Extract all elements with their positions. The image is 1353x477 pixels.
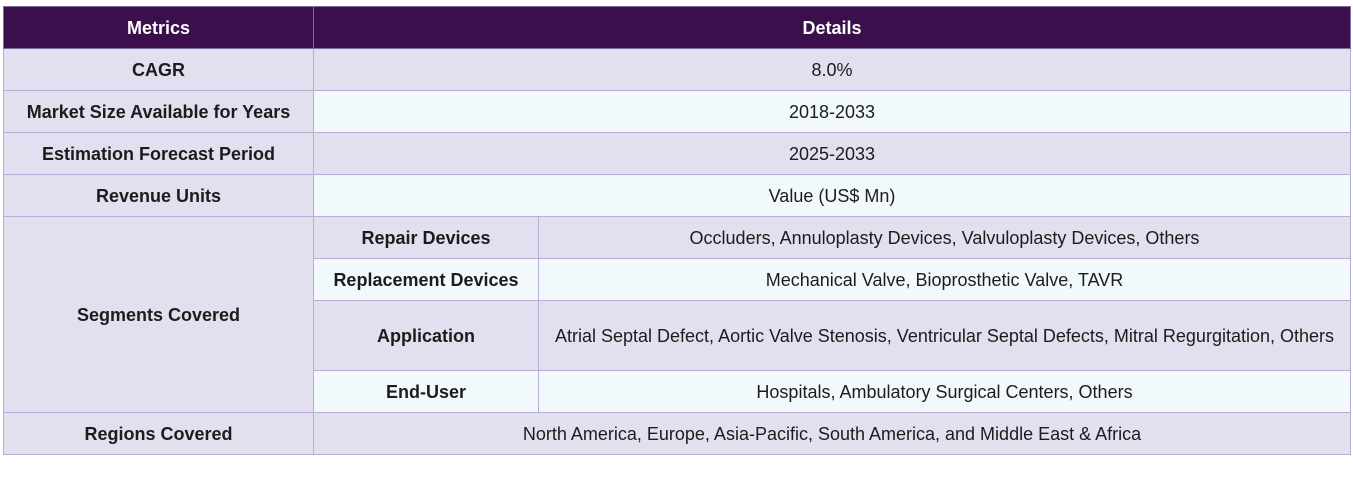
metric-value: 8.0% (313, 48, 1351, 91)
segment-name: Repair Devices (313, 216, 539, 259)
metric-label: CAGR (3, 48, 314, 91)
table-row-segment-application: Application Atrial Septal Defect, Aortic… (4, 300, 1351, 371)
table-header-row: Metrics Details (3, 6, 1351, 49)
regions-covered-value: North America, Europe, Asia-Pacific, Sou… (313, 412, 1351, 455)
segment-value: Occluders, Annuloplasty Devices, Valvulo… (538, 216, 1351, 259)
segments-covered-label: Segments Covered (3, 216, 314, 413)
header-metrics: Metrics (3, 6, 314, 49)
metric-value: 2018-2033 (313, 90, 1351, 133)
table-row-forecast-period: Estimation Forecast Period 2025-2033 (3, 132, 1351, 175)
segment-name: Application (313, 300, 539, 371)
header-details: Details (313, 6, 1351, 49)
table-row-cagr: CAGR 8.0% (3, 48, 1351, 91)
metric-label: Estimation Forecast Period (3, 132, 314, 175)
segment-value: Hospitals, Ambulatory Surgical Centers, … (538, 370, 1351, 413)
regions-covered-label: Regions Covered (3, 412, 314, 455)
report-scope-table: Metrics Details CAGR 8.0% Market Size Av… (3, 6, 1351, 455)
table-row-segment-replacement: Replacement Devices Mechanical Valve, Bi… (4, 258, 1351, 301)
metric-label: Revenue Units (3, 174, 314, 217)
segment-value: Atrial Septal Defect, Aortic Valve Steno… (538, 300, 1351, 371)
segment-name: End-User (313, 370, 539, 413)
metric-value: Value (US$ Mn) (313, 174, 1351, 217)
table-row-segment-repair: Segments Covered Repair Devices Occluder… (3, 216, 1351, 413)
table-row-revenue-units: Revenue Units Value (US$ Mn) (3, 174, 1351, 217)
table-row-market-size: Market Size Available for Years 2018-203… (3, 90, 1351, 133)
table-row-regions: Regions Covered North America, Europe, A… (3, 412, 1351, 455)
segment-name: Replacement Devices (313, 258, 539, 301)
metric-value: 2025-2033 (313, 132, 1351, 175)
metric-label: Market Size Available for Years (3, 90, 314, 133)
segment-value: Mechanical Valve, Bioprosthetic Valve, T… (538, 258, 1351, 301)
table-row-segment-end-user: End-User Hospitals, Ambulatory Surgical … (4, 370, 1351, 413)
report-scope-table-wrapper: Metrics Details CAGR 8.0% Market Size Av… (3, 6, 1351, 455)
